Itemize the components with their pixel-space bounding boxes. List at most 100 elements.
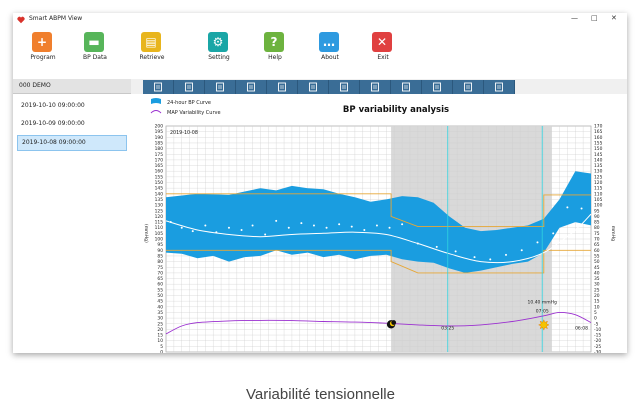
setting-button[interactable]: ⚙ Setting: [189, 29, 249, 77]
tab-scatter[interactable]: [236, 80, 267, 94]
left-tick-label: 25: [157, 321, 163, 327]
left-tick-label: 10: [157, 338, 163, 344]
exit-button[interactable]: ✕ Exit: [353, 29, 413, 77]
chat-bubble-icon: …: [319, 32, 339, 52]
right-tick-label: 5: [594, 310, 597, 316]
about-button[interactable]: … About: [300, 29, 360, 77]
right-tick-label: 125: [594, 174, 603, 180]
map-point: [566, 206, 569, 209]
map-point: [375, 224, 378, 227]
bp-data-button[interactable]: ▬ BP Data: [65, 29, 125, 77]
caption: Variabilité tensionnelle: [246, 386, 395, 403]
map-point: [180, 226, 183, 229]
date-label: 2019-10-08: [170, 130, 198, 136]
app-window: Smart ABPM View — □ ✕ + Program ▬ BP Data ▤ R…: [13, 13, 627, 353]
toolbar: + Program ▬ BP Data ▤ Retrieve ⚙ Setting? Help … A…: [13, 27, 627, 80]
minimize-icon[interactable]: —: [571, 14, 578, 22]
left-tick-label: 20: [157, 327, 163, 333]
print-list-icon: [185, 82, 193, 92]
right-tick-label: 170: [594, 124, 603, 130]
right-tick-label: 100: [594, 203, 603, 209]
map-point: [536, 241, 539, 244]
document-icon: ▤: [141, 32, 161, 52]
right-tick-label: 60: [594, 248, 600, 254]
legend-label: MAP Variability Curve: [167, 110, 221, 116]
view-tabs: [131, 79, 627, 94]
left-tick-label: 15: [157, 333, 163, 339]
right-tick-label: 165: [594, 129, 603, 135]
left-tick-label: 55: [157, 287, 163, 293]
right-tick-label: 30: [594, 282, 600, 288]
toolbar-label: Setting: [208, 54, 230, 61]
window-title: Smart ABPM View: [29, 15, 83, 22]
left-tick-label: 110: [155, 225, 164, 231]
bp-band: [166, 171, 591, 273]
tab-document[interactable]: [391, 80, 422, 94]
right-tick-label: 15: [594, 299, 600, 305]
tab-line-chart[interactable]: [205, 80, 236, 94]
bp-variability-icon: [340, 82, 348, 92]
upper-threshold-line: [166, 193, 591, 228]
map-point: [454, 250, 457, 253]
map-point: [489, 258, 492, 261]
right-tick-label: -20: [594, 338, 601, 344]
title-bar: Smart ABPM View — □ ✕: [13, 13, 627, 27]
retrieve-button[interactable]: ▤ Retrieve: [122, 29, 182, 77]
legend-label: 24-hour BP Curve: [167, 100, 211, 106]
record-list: 000 DEMO 2019-10-10 09:00:00 2019-10-09 0…: [13, 79, 132, 353]
record-item[interactable]: 2019-10-10 09:00:00: [21, 102, 85, 109]
toolbar-label: BP Data: [83, 54, 107, 61]
tab-pdf[interactable]: [422, 80, 453, 94]
map-point: [338, 223, 341, 226]
pdf-icon: [433, 82, 441, 92]
tab-export[interactable]: [484, 80, 515, 94]
tab-pie[interactable]: [298, 80, 329, 94]
map-point: [204, 224, 207, 227]
map-point: [227, 226, 230, 229]
left-tick-label: 115: [155, 220, 164, 226]
maximize-icon[interactable]: □: [591, 14, 598, 22]
left-tick-label: 30: [157, 316, 163, 322]
right-tick-label: -30: [594, 350, 601, 354]
map-point: [169, 221, 172, 224]
map-point: [300, 222, 303, 225]
program-button[interactable]: + Program: [13, 29, 73, 77]
left-tick-label: 160: [155, 169, 164, 175]
toolbar-label: Help: [268, 54, 282, 61]
map-variability-curve: [165, 311, 592, 335]
left-tick-label: 200: [155, 124, 164, 130]
right-tick-label: 80: [594, 225, 600, 231]
tab-printer[interactable]: [453, 80, 484, 94]
map-point: [520, 249, 523, 252]
close-window-icon[interactable]: ✕: [611, 14, 617, 22]
left-tick-label: 120: [155, 214, 164, 220]
left-tick-label: 35: [157, 310, 163, 316]
record-item[interactable]: 2019-10-09 09:00:00: [21, 120, 85, 127]
map-point: [350, 225, 353, 228]
right-tick-label: -5: [594, 321, 599, 327]
map-point: [388, 226, 391, 229]
right-tick-label: 20: [594, 293, 600, 299]
left-tick-label: 195: [155, 129, 164, 135]
map-point: [401, 223, 404, 226]
left-tick-label: 0: [160, 350, 163, 354]
right-tick-label: 155: [594, 140, 603, 146]
edit-icon: [154, 82, 162, 92]
tab-bp-variability[interactable]: [329, 80, 360, 94]
right-tick-label: 145: [594, 152, 603, 158]
map-point: [275, 219, 278, 222]
help-button[interactable]: ? Help: [245, 29, 305, 77]
patient-header[interactable]: 000 DEMO: [13, 79, 131, 94]
tab-edit[interactable]: [143, 80, 174, 94]
lower-threshold-line: [166, 249, 591, 274]
tab-report[interactable]: [360, 80, 391, 94]
tab-print-list[interactable]: [174, 80, 205, 94]
left-tick-label: 190: [155, 135, 164, 141]
right-tick-label: 115: [594, 186, 603, 192]
record-item[interactable]: 2019-10-08 09:00:00: [17, 135, 127, 151]
toolbar-label: About: [321, 54, 339, 61]
left-tick-label: 140: [155, 191, 164, 197]
tab-bar-chart[interactable]: [267, 80, 298, 94]
right-tick-label: 90: [594, 214, 600, 220]
left-tick-label: 45: [157, 299, 163, 305]
